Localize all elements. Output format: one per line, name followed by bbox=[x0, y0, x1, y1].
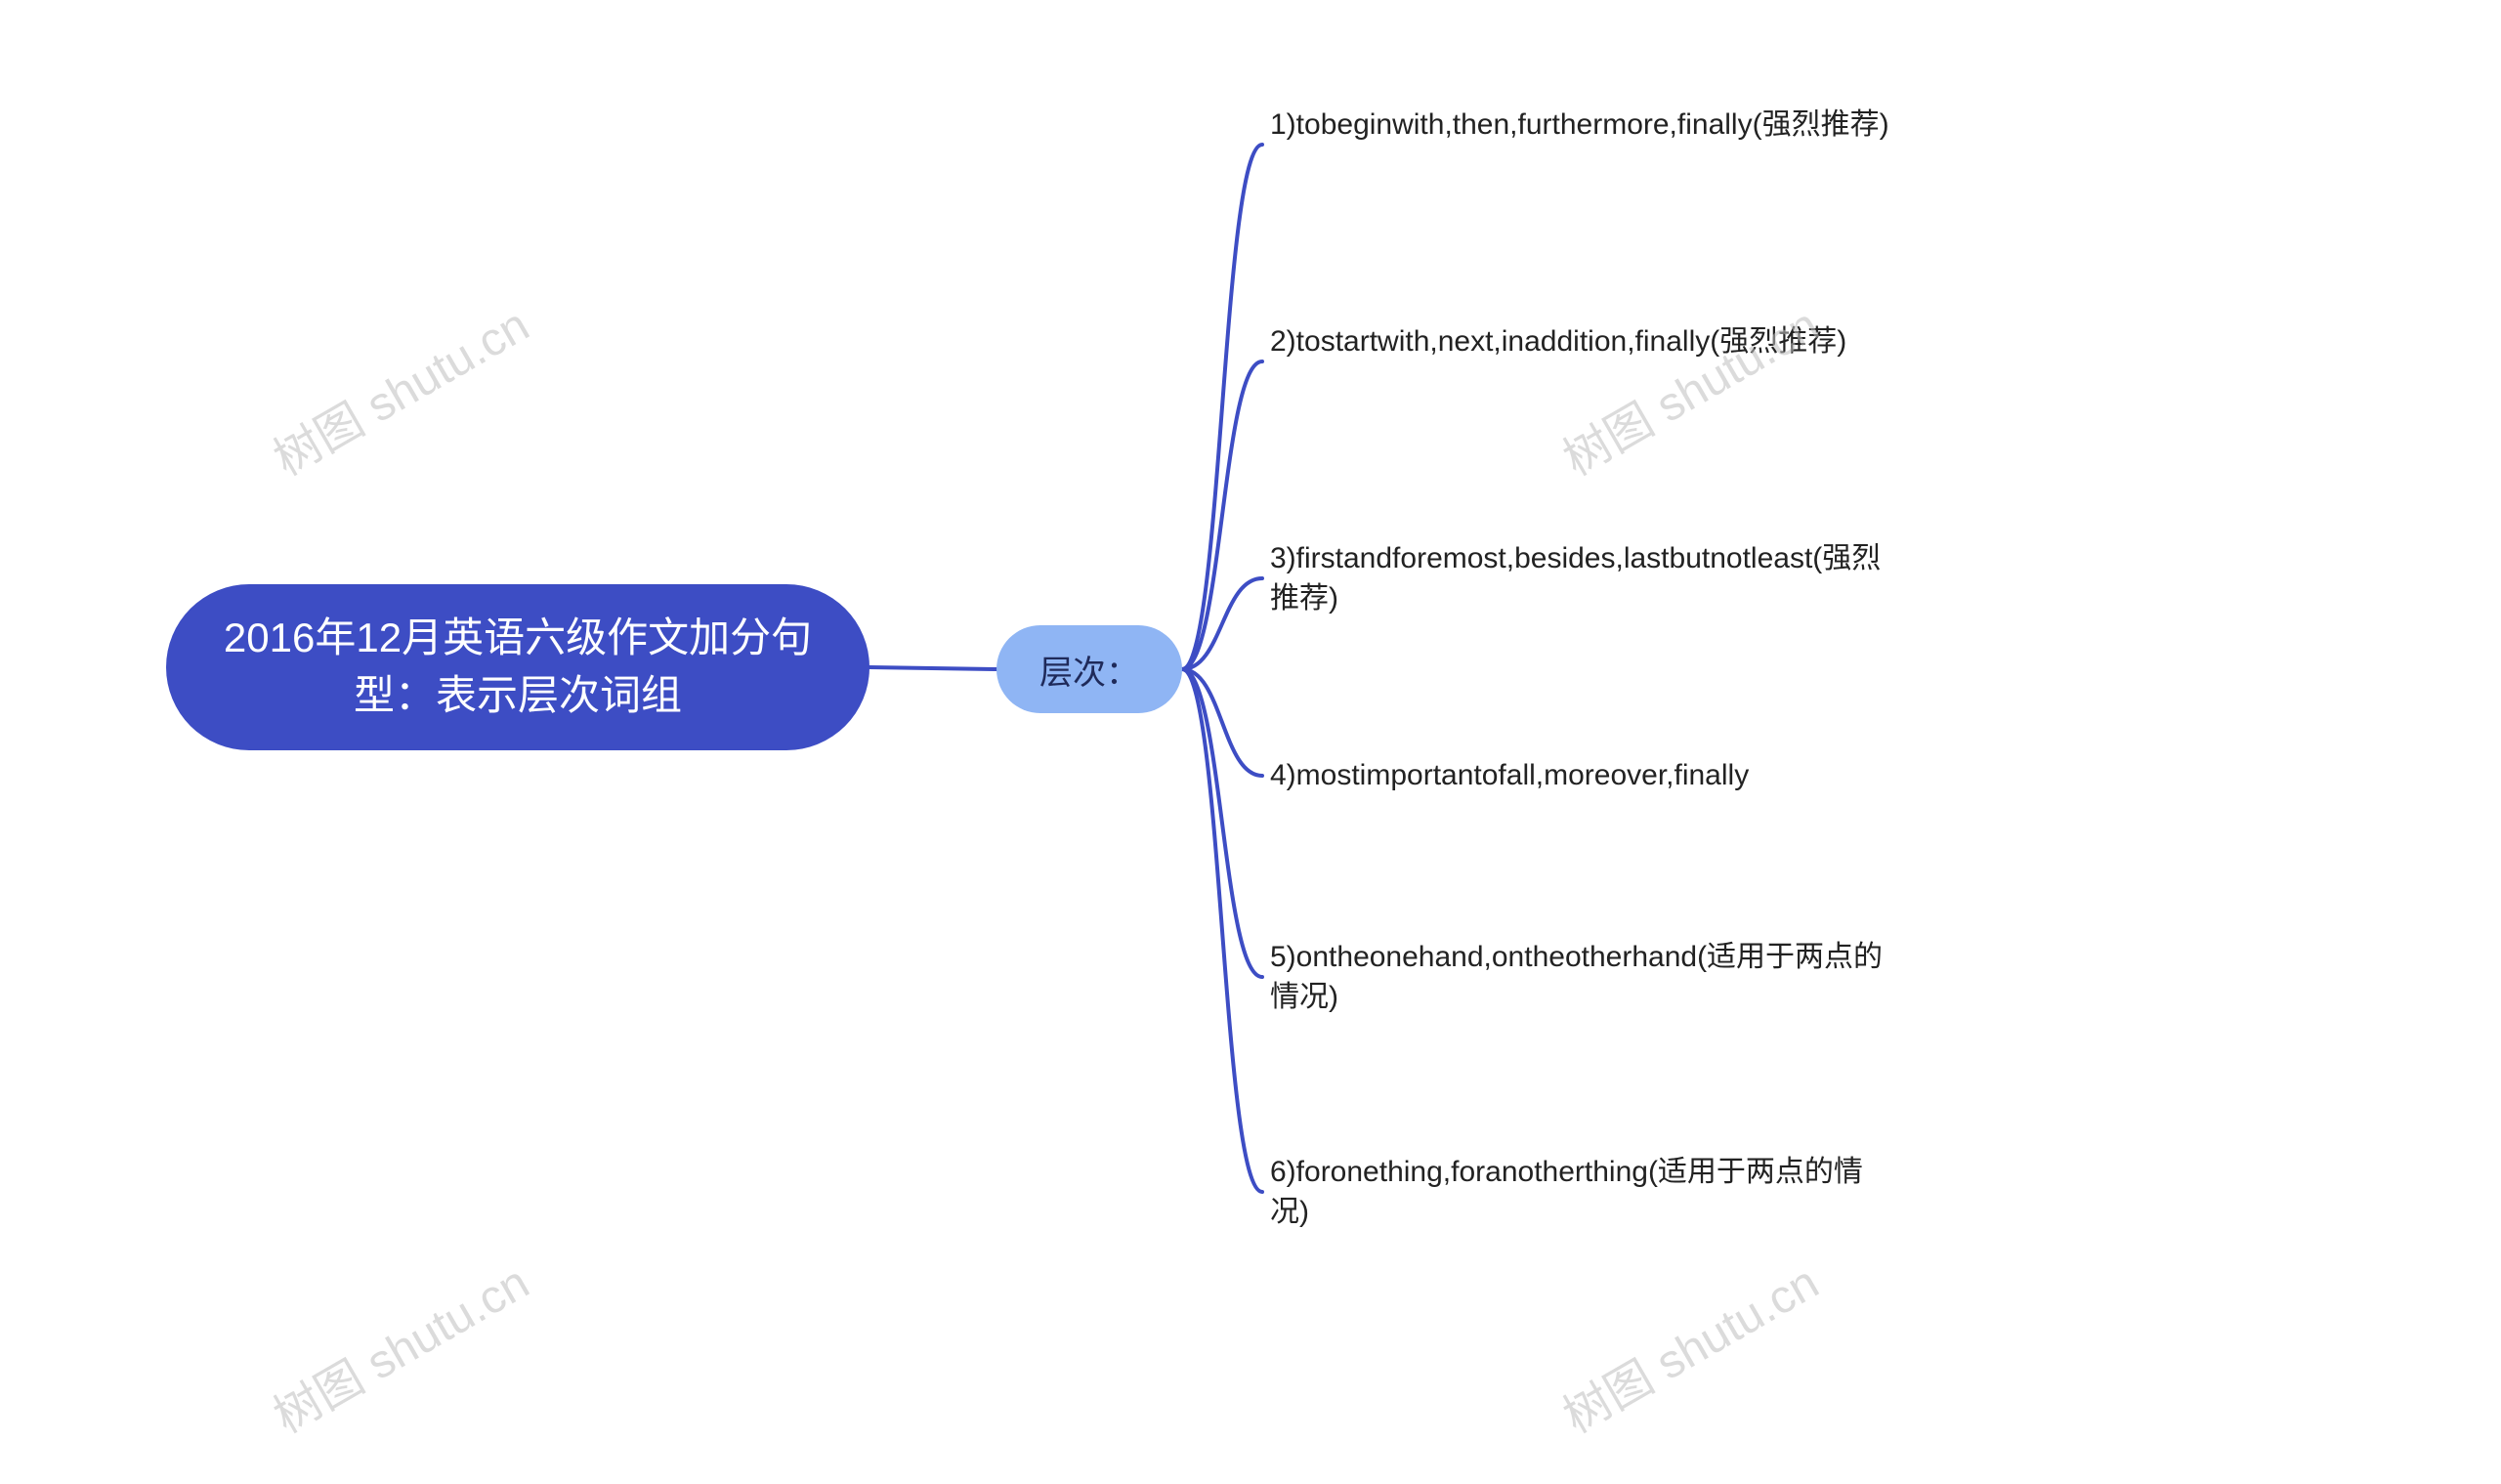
leaf-node-5[interactable]: 5)ontheonehand,ontheotherhand(适用于两点的情况) bbox=[1270, 938, 1895, 1017]
connector-path bbox=[1182, 669, 1262, 977]
watermark: 树图 shutu.cn bbox=[259, 287, 539, 488]
watermark: 树图 shutu.cn bbox=[1548, 1245, 1829, 1446]
sub-node[interactable]: 层次： bbox=[996, 625, 1182, 713]
leaf-node-2[interactable]: 2)tostartwith,next,inaddition,finally(强烈… bbox=[1270, 322, 1895, 401]
connector-path bbox=[1182, 361, 1262, 669]
sub-node-text: 层次： bbox=[1039, 646, 1139, 694]
leaf-text: 6)foronething,foranotherthing(适用于两点的情况) bbox=[1270, 1153, 1895, 1232]
leaf-node-3[interactable]: 3)firstandforemost,besides,lastbutnotlea… bbox=[1270, 539, 1895, 618]
connector-path bbox=[1182, 669, 1262, 776]
leaf-node-4[interactable]: 4)mostimportantofall,moreover,finally bbox=[1270, 756, 1895, 796]
root-node[interactable]: 2016年12月英语六级作文加分句型：表示层次词组 bbox=[166, 584, 869, 750]
connector-path bbox=[869, 667, 996, 669]
leaf-text: 4)mostimportantofall,moreover,finally bbox=[1270, 756, 1749, 796]
leaf-text: 5)ontheonehand,ontheotherhand(适用于两点的情况) bbox=[1270, 938, 1895, 1017]
leaf-text: 1)tobeginwith,then,furthermore,finally(强… bbox=[1270, 106, 1889, 146]
watermark: 树图 shutu.cn bbox=[259, 1245, 539, 1446]
leaf-node-6[interactable]: 6)foronething,foranotherthing(适用于两点的情况) bbox=[1270, 1153, 1895, 1232]
root-node-text: 2016年12月英语六级作文加分句型：表示层次词组 bbox=[205, 610, 830, 725]
mindmap-canvas: 2016年12月英语六级作文加分句型：表示层次词组 层次： 1)tobeginw… bbox=[0, 0, 2501, 1484]
connector-path bbox=[1182, 669, 1262, 1192]
leaf-text: 2)tostartwith,next,inaddition,finally(强烈… bbox=[1270, 322, 1846, 362]
connector-path bbox=[1182, 578, 1262, 669]
leaf-text: 3)firstandforemost,besides,lastbutnotlea… bbox=[1270, 539, 1895, 618]
leaf-node-1[interactable]: 1)tobeginwith,then,furthermore,finally(强… bbox=[1270, 106, 1895, 184]
connector-path bbox=[1182, 145, 1262, 669]
